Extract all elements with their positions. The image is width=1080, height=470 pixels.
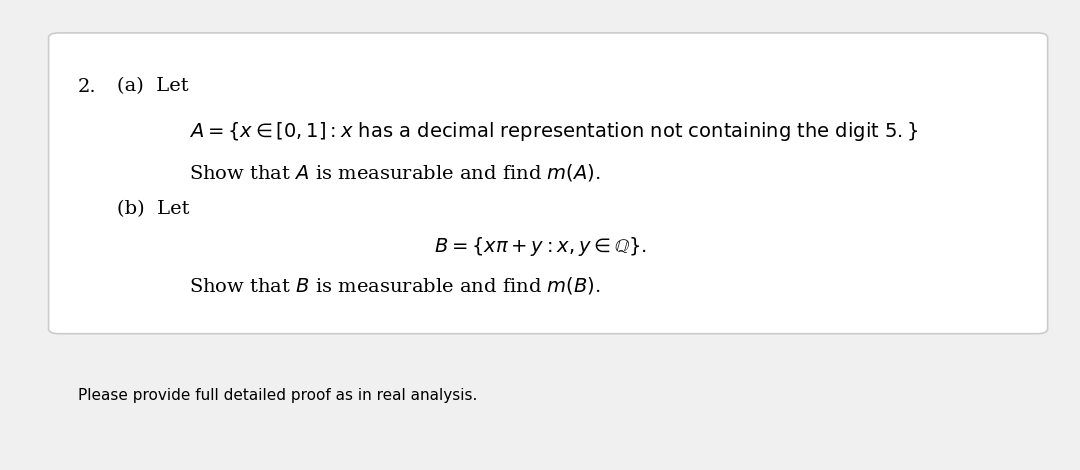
- Text: (b)  Let: (b) Let: [117, 200, 189, 218]
- Text: Show that $A$ is measurable and find $m(A)$.: Show that $A$ is measurable and find $m(…: [189, 162, 600, 183]
- Text: (a)  Let: (a) Let: [117, 78, 188, 95]
- Text: $B = \{x\pi + y : x, y \in \mathbb{Q}\}.$: $B = \{x\pi + y : x, y \in \mathbb{Q}\}.…: [433, 235, 647, 258]
- Text: Show that $B$ is measurable and find $m(B)$.: Show that $B$ is measurable and find $m(…: [189, 275, 600, 296]
- Text: 2.: 2.: [78, 78, 96, 95]
- Text: Please provide full detailed proof as in real analysis.: Please provide full detailed proof as in…: [78, 388, 477, 403]
- Text: $A = \{x \in [0,1] : x\ \text{has a decimal representation not containing the di: $A = \{x \in [0,1] : x\ \text{has a deci…: [189, 120, 919, 143]
